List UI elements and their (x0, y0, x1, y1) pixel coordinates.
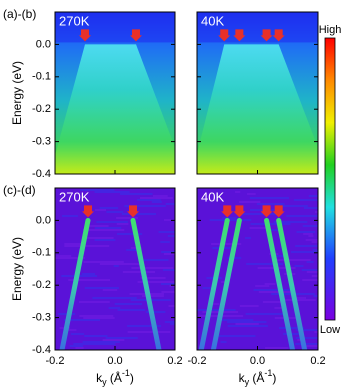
x-tick-label: -0.2 (188, 355, 207, 367)
band-dome (197, 44, 318, 174)
panel-title: 40K (201, 13, 224, 28)
band (264, 217, 296, 350)
y-tick-label: -0.2 (32, 279, 51, 291)
x-tick-label: 0.2 (310, 355, 325, 367)
band (130, 217, 162, 350)
intensity-map (55, 188, 175, 350)
arrow-marker (272, 205, 285, 218)
colorbar-high: High (319, 24, 342, 36)
panel-label: (c)-(d) (3, 183, 36, 197)
arrow-marker (272, 29, 285, 42)
x-tick-label: -0.2 (46, 355, 65, 367)
band-dome (55, 44, 175, 174)
arrow-marker (221, 205, 234, 218)
x-tick-label: 0.0 (250, 355, 265, 367)
arrow-marker (82, 205, 94, 218)
x-axis-label-part: y (245, 377, 250, 387)
y-tick-label: -0.4 (32, 168, 51, 180)
above-ef (197, 12, 318, 43)
x-axis-label: ky (Å-1) (239, 368, 277, 387)
panel-title: 270K (59, 13, 90, 28)
x-axis-label-part: ) (272, 371, 276, 385)
y-tick-label: -0.1 (32, 71, 51, 83)
x-axis-label-part: y (102, 377, 107, 387)
x-axis-label-part: k (96, 371, 103, 385)
x-tick-label: 0.2 (167, 355, 182, 367)
intensity-map (197, 188, 318, 350)
arrow-marker (218, 29, 231, 42)
arrow-marker (233, 29, 246, 42)
x-axis-label-part: -1 (264, 368, 272, 378)
intensity-map (55, 12, 175, 174)
x-axis-label-part: k (239, 371, 246, 385)
y-tick-label: -0.4 (32, 344, 51, 356)
y-tick-label: 0.0 (36, 214, 51, 226)
arrow-marker (260, 205, 273, 218)
band (59, 217, 91, 350)
colorbar (324, 37, 336, 321)
arrow-marker (260, 29, 273, 42)
x-axis-label-part: (Å (107, 370, 122, 385)
x-tick-label: 0.0 (107, 355, 122, 367)
panel-title: 270K (59, 189, 90, 204)
x-axis-label: ky (Å-1) (96, 368, 134, 387)
panel-label: (a)-(b) (3, 7, 36, 21)
arrow-marker (79, 29, 91, 42)
above-ef (55, 12, 175, 43)
arrow-marker (233, 205, 246, 218)
intensity-map (197, 12, 318, 174)
arrow-marker (130, 29, 142, 42)
arrow-marker (127, 205, 139, 218)
y-axis-label: Energy (eV) (10, 237, 24, 301)
y-tick-label: -0.2 (32, 103, 51, 115)
panel-title: 40K (201, 189, 224, 204)
band (198, 217, 230, 350)
band (210, 217, 242, 350)
y-axis-label: Energy (eV) (10, 61, 24, 125)
y-tick-label: 0.0 (36, 38, 51, 50)
x-axis-label-part: ) (130, 371, 134, 385)
colorbar-low: Low (320, 324, 340, 336)
x-axis-label-part: -1 (122, 368, 130, 378)
band (276, 217, 308, 350)
y-tick-label: -0.3 (32, 312, 51, 324)
y-tick-label: -0.1 (32, 247, 51, 259)
x-axis-label-part: (Å (249, 370, 264, 385)
y-tick-label: -0.3 (32, 136, 51, 148)
